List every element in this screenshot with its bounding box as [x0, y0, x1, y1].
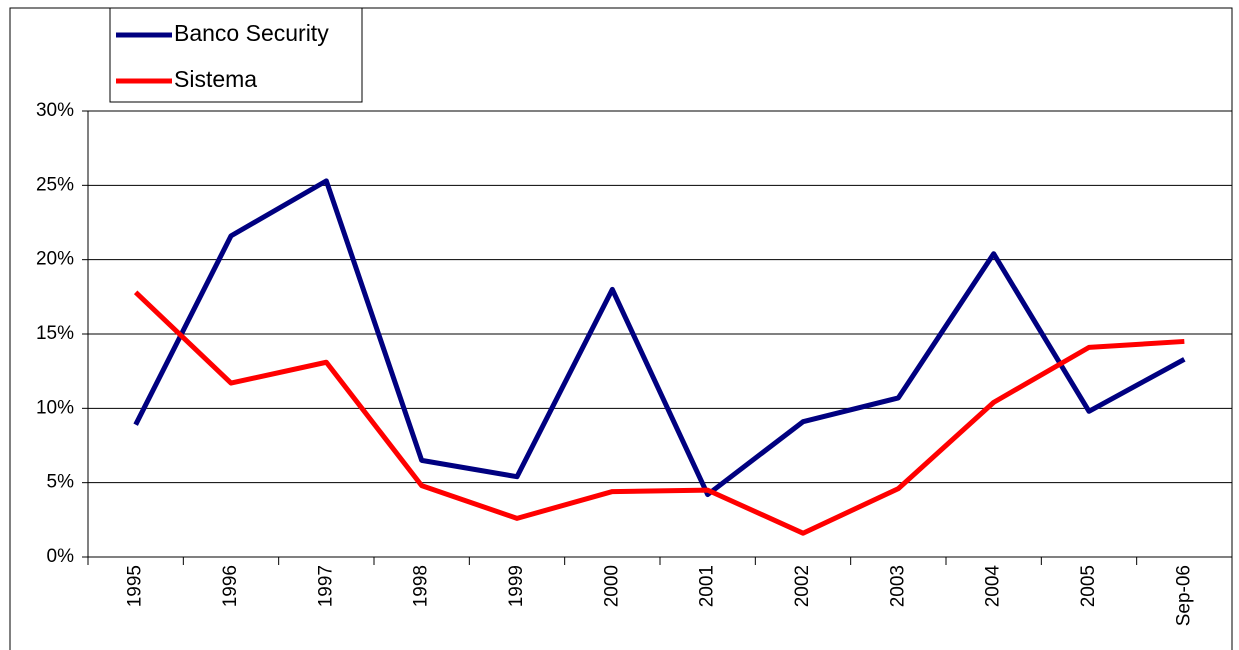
legend-label: Sistema — [174, 66, 257, 92]
x-tick-label: 2005 — [1078, 565, 1099, 607]
x-tick-label: Sep-06 — [1173, 565, 1194, 626]
legend: Banco Security Sistema — [109, 7, 363, 103]
series-line — [133, 178, 1186, 498]
x-tick-label: 2001 — [697, 565, 718, 607]
legend-label: Banco Security — [174, 20, 329, 46]
x-tick-label: 1997 — [315, 565, 336, 607]
y-tick-label: 10% — [36, 397, 74, 418]
x-tick-label: 1998 — [411, 565, 432, 607]
x-tick-label: 1995 — [125, 565, 146, 607]
y-tick-label: 15% — [36, 323, 74, 344]
y-tick-label: 5% — [47, 472, 75, 493]
y-tick-label: 0% — [47, 546, 75, 567]
x-tick-label: 2000 — [601, 565, 622, 607]
x-tick-label: 1996 — [220, 565, 241, 607]
series-line — [133, 290, 1185, 536]
x-tick-label: 2003 — [887, 565, 908, 607]
x-tick-label: 1999 — [506, 565, 527, 607]
x-tick-label: 2004 — [983, 565, 1004, 608]
y-tick-label: 20% — [36, 249, 74, 270]
y-tick-label: 30% — [36, 100, 74, 121]
x-tick-label: 2002 — [792, 565, 813, 607]
y-tick-label: 25% — [36, 174, 74, 195]
legend-box — [109, 7, 363, 103]
